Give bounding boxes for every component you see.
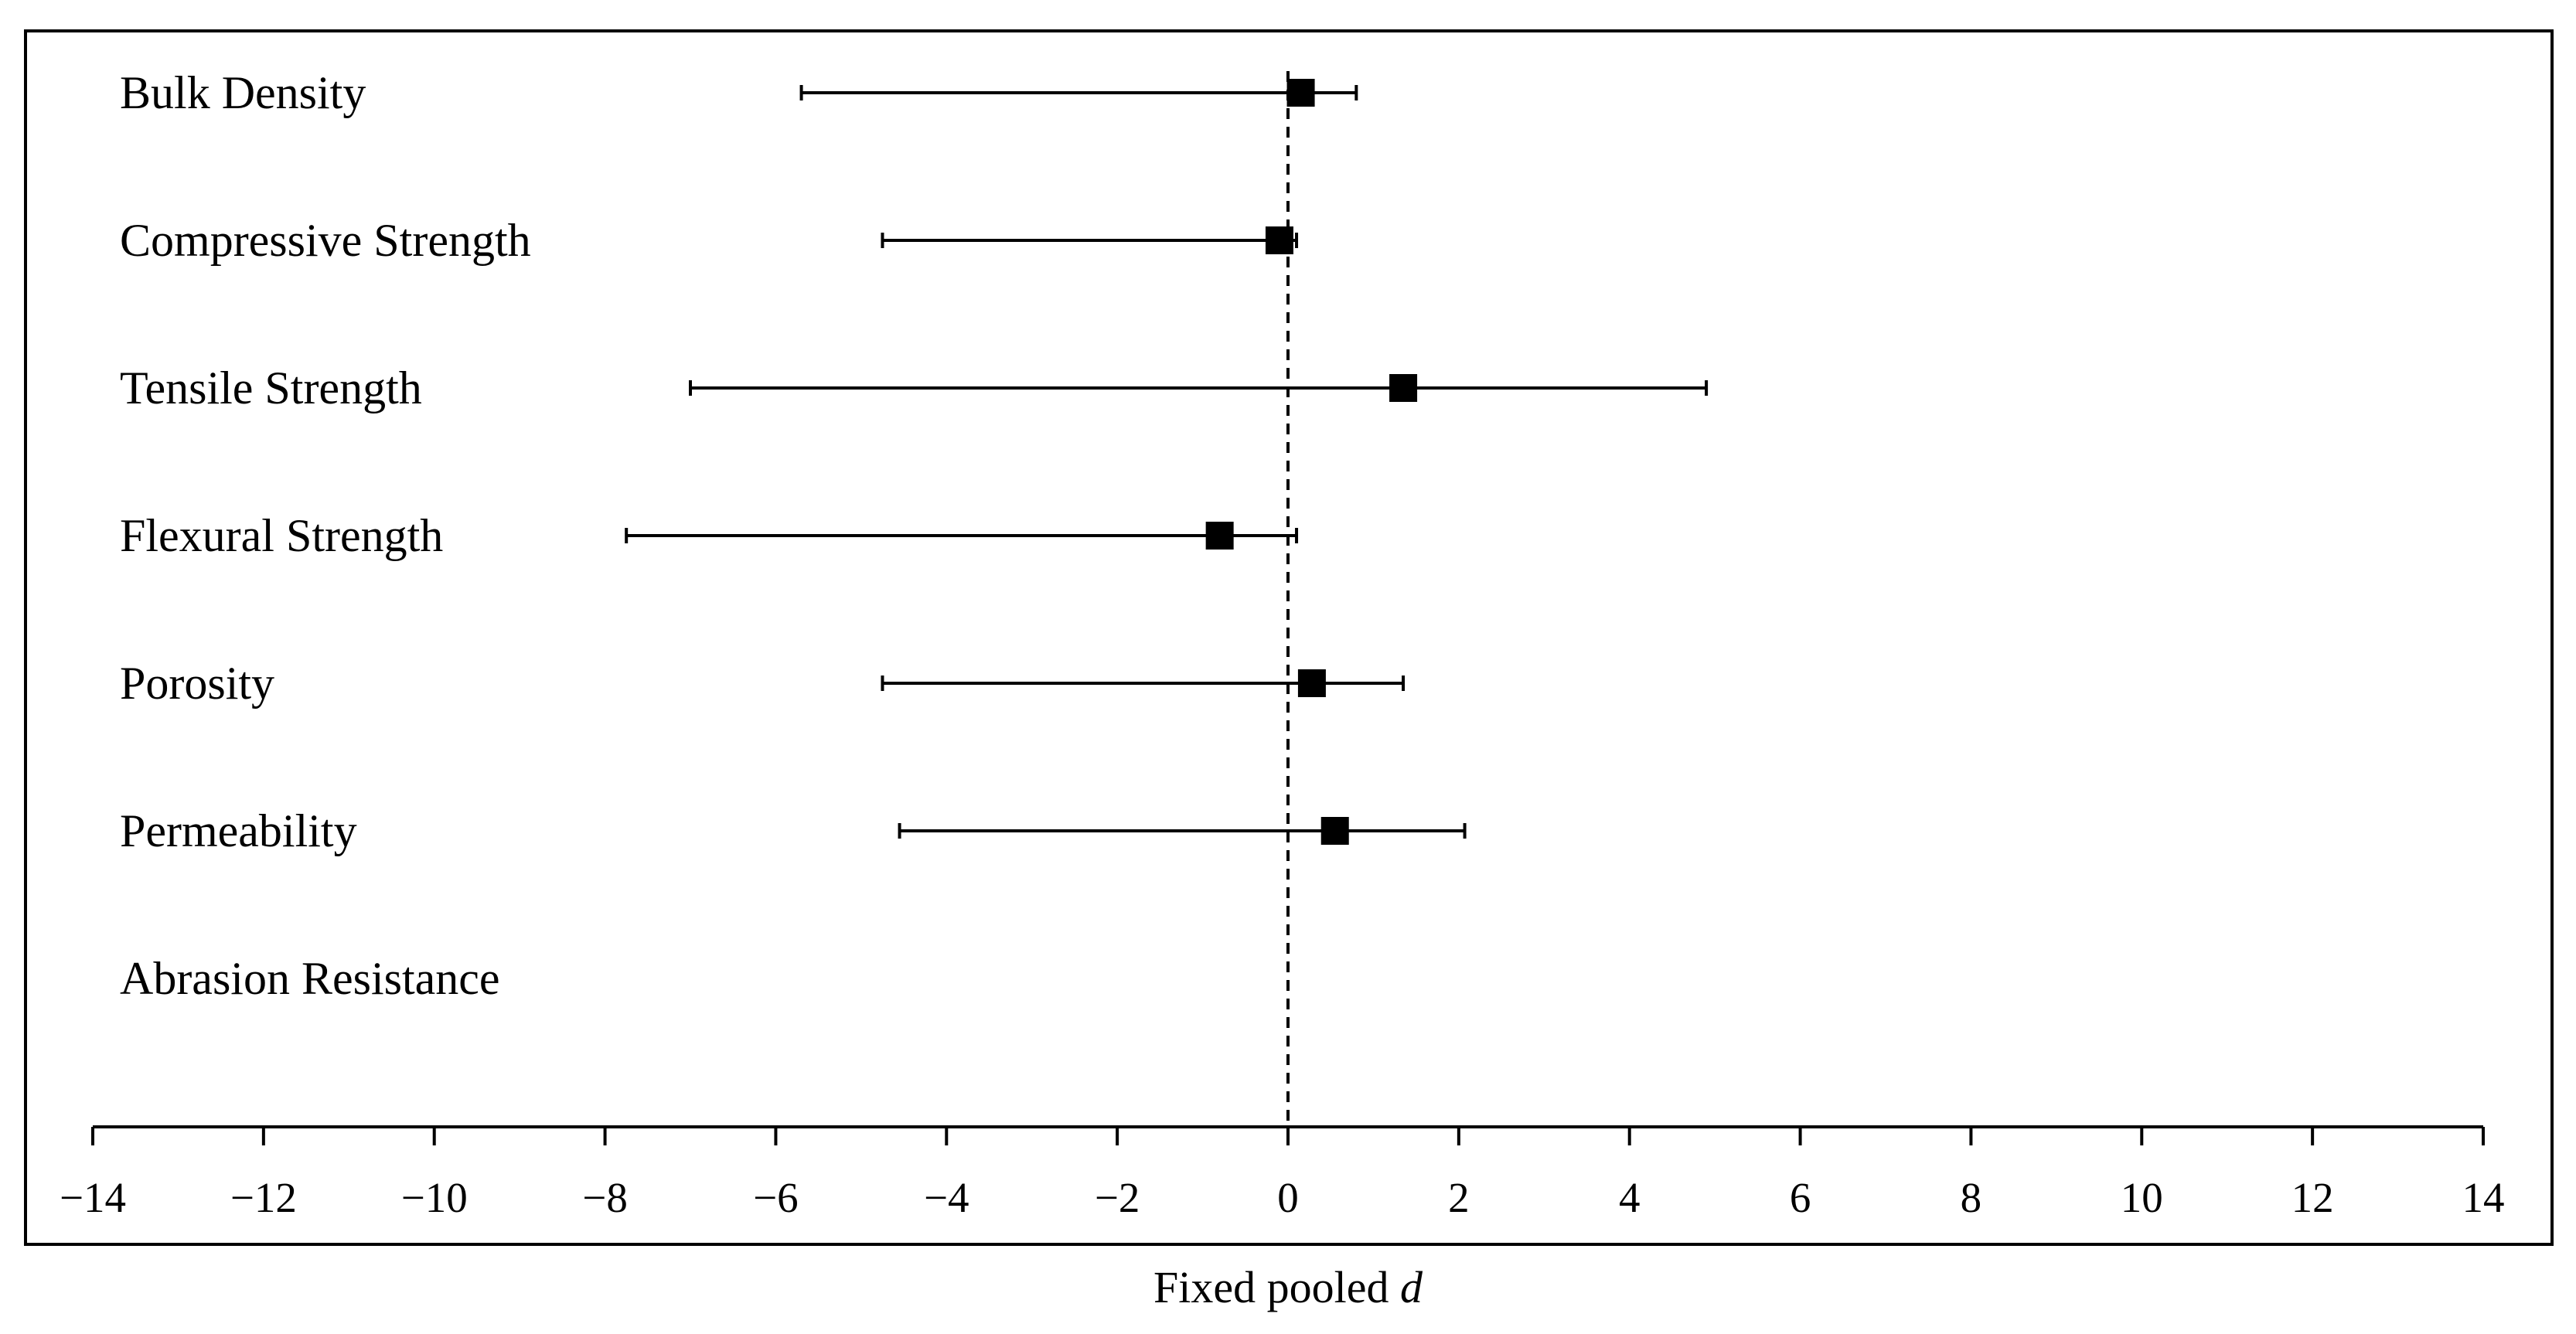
- x-tick-label: −2: [1095, 1174, 1140, 1221]
- x-axis-title: Fixed pooled d: [1153, 1262, 1423, 1312]
- x-tick-label: 6: [1790, 1174, 1811, 1221]
- x-tick-label: 10: [2121, 1174, 2163, 1221]
- x-axis-title-variable: d: [1400, 1262, 1423, 1312]
- x-tick-label: 4: [1619, 1174, 1641, 1221]
- x-tick-label: 14: [2462, 1174, 2505, 1221]
- plot-frame: [24, 29, 2554, 1246]
- x-axis-title-text: Fixed pooled: [1153, 1262, 1400, 1312]
- x-tick-label: −6: [753, 1174, 799, 1221]
- row-label: Abrasion Resistance: [120, 953, 500, 1004]
- row-label: Tensile Strength: [120, 362, 422, 413]
- row-label: Compressive Strength: [120, 215, 531, 266]
- x-tick-label: 12: [2291, 1174, 2334, 1221]
- x-tick-label: −12: [230, 1174, 297, 1221]
- rows-layer: Bulk Density Compressive Strength Tensile …: [120, 67, 1709, 1004]
- row-label: Permeability: [120, 805, 357, 856]
- row-label: Bulk Density: [120, 67, 366, 118]
- x-tick-label: −4: [924, 1174, 969, 1221]
- point-estimate-marker: [1286, 79, 1315, 107]
- point-estimate-marker: [1320, 817, 1349, 845]
- x-tick-label: 0: [1277, 1174, 1299, 1221]
- point-estimate-marker: [1205, 522, 1234, 550]
- x-tick-label: 8: [1961, 1174, 1982, 1221]
- point-estimate-marker: [1389, 374, 1418, 402]
- x-tick-label: −8: [582, 1174, 628, 1221]
- row-label: Flexural Strength: [120, 510, 443, 561]
- x-tick-label: 2: [1448, 1174, 1470, 1221]
- row-label: Porosity: [120, 658, 274, 709]
- point-estimate-marker: [1297, 669, 1326, 697]
- x-tick-label: −10: [401, 1174, 468, 1221]
- x-tick-label: −14: [60, 1174, 126, 1221]
- x-axis-ticks: −14 −12 −10 −8 −6 −4 −2 0 2 4 6 8 10 12 14: [60, 1127, 2505, 1221]
